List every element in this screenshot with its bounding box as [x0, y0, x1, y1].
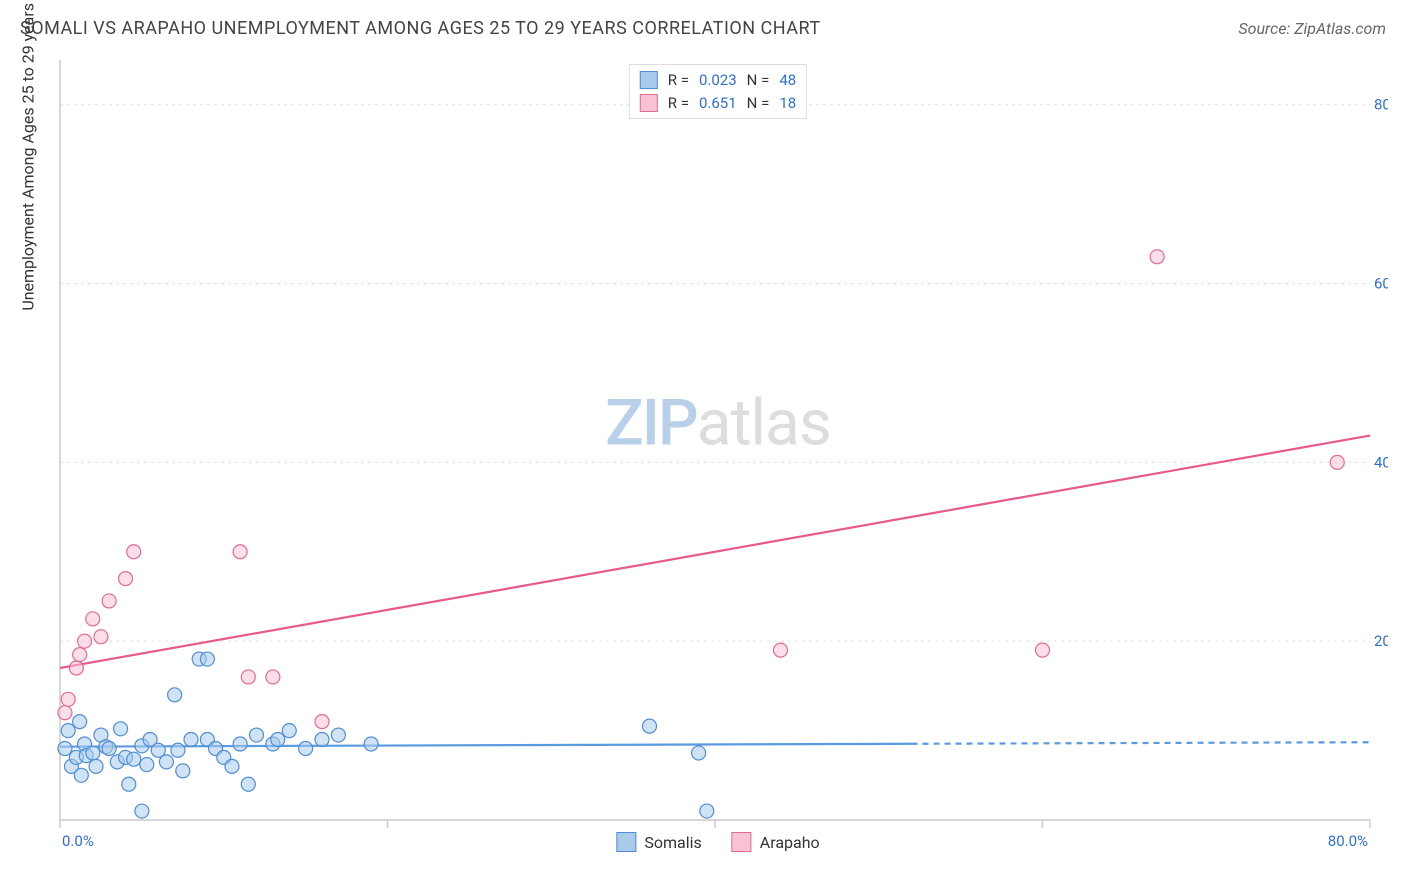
svg-text:80.0%: 80.0% — [1374, 96, 1388, 114]
legend-label: Somalis — [644, 833, 701, 852]
swatch-somalis — [616, 832, 636, 852]
svg-text:80.0%: 80.0% — [1328, 832, 1368, 850]
svg-text:0.0%: 0.0% — [62, 832, 94, 850]
svg-text:60.0%: 60.0% — [1374, 275, 1388, 293]
svg-text:40.0%: 40.0% — [1374, 453, 1388, 471]
correlation-scatter-plot: 0.0% 80.0% 20.0% 40.0% 60.0% 80.0% — [48, 60, 1388, 850]
stats-row-arapaho: R = 0.651 N = 18 — [640, 92, 796, 115]
stats-legend: R = 0.023 N = 48 R = 0.651 N = 18 — [629, 64, 807, 119]
swatch-arapaho — [732, 832, 752, 852]
svg-text:20.0%: 20.0% — [1374, 632, 1388, 650]
legend-label: Arapaho — [760, 833, 820, 852]
source-label: Source: ZipAtlas.com — [1238, 19, 1386, 38]
chart-title: SOMALI VS ARAPAHO UNEMPLOYMENT AMONG AGE… — [20, 18, 821, 39]
y-axis-label: Unemployment Among Ages 25 to 29 years — [19, 3, 38, 311]
swatch-arapaho — [640, 94, 658, 112]
stats-row-somalis: R = 0.023 N = 48 — [640, 69, 796, 92]
legend-item-somalis: Somalis — [616, 832, 701, 852]
swatch-somalis — [640, 71, 658, 89]
series-legend: Somalis Arapaho — [616, 832, 819, 852]
legend-item-arapaho: Arapaho — [732, 832, 820, 852]
